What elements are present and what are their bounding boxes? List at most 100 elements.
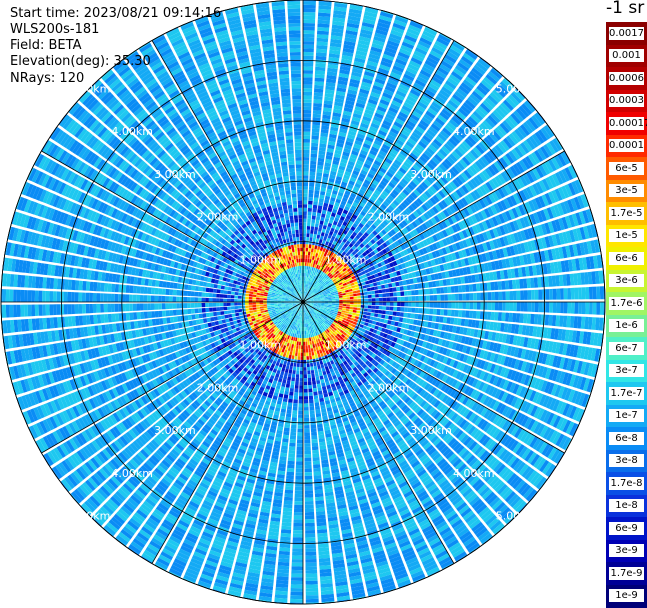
range-gate-cell (303, 211, 307, 215)
range-gate-cell (597, 222, 604, 236)
range-gate-cell (365, 299, 369, 302)
range-gate-cell (596, 286, 600, 299)
range-gate-cell (571, 302, 575, 314)
range-gate-cell (311, 146, 318, 150)
range-gate-cell (535, 290, 539, 300)
range-gate-cell (311, 139, 318, 143)
range-gate-cell (343, 298, 347, 300)
range-gate-cell (321, 364, 325, 368)
range-gate-cell (313, 457, 320, 461)
range-gate-cell (303, 215, 307, 219)
range-gate-cell (310, 417, 315, 421)
range-gate-cell (390, 293, 394, 297)
range-gate-cell (339, 298, 343, 300)
range-gate-cell (303, 233, 306, 237)
range-gate-cell (335, 307, 339, 309)
range-gate-cell (313, 208, 317, 212)
range-gate-cell (309, 396, 313, 400)
range-gate-cell (462, 285, 466, 292)
range-gate-cell (352, 313, 356, 316)
range-gate-cell (308, 248, 311, 252)
range-gate-cell (498, 292, 502, 301)
range-gate-cell (312, 216, 316, 220)
range-gate-cell (311, 425, 317, 429)
range-gate-cell (309, 175, 315, 179)
range-gate-cell (415, 290, 419, 295)
range-gate-cell (356, 313, 360, 316)
range-gate-cell (524, 290, 528, 300)
range-gate-cell (309, 259, 311, 263)
range-gate-cell (582, 287, 586, 299)
range-gate-cell (385, 284, 389, 288)
range-gate-cell (357, 305, 361, 308)
range-gate-cell (315, 497, 324, 501)
range-gate-cell (382, 5, 396, 12)
range-gate-cell (342, 308, 346, 310)
range-gate-cell (317, 213, 321, 217)
range-gate-cell (338, 294, 342, 296)
range-gate-cell (316, 376, 320, 380)
range-gate-cell (495, 292, 499, 300)
range-gate-cell (582, 302, 586, 314)
range-gate-cell (314, 486, 322, 490)
range-gate-cell (403, 286, 407, 291)
range-gate-cell (310, 363, 313, 367)
range-gate-cell (455, 302, 459, 309)
range-gate-cell (401, 302, 405, 306)
range-gate-cell (390, 302, 394, 306)
range-gate-cell (506, 291, 510, 300)
range-gate-cell (303, 182, 308, 186)
range-gate-cell (423, 302, 427, 307)
range-gate-cell (312, 377, 316, 381)
range-gate-cell (354, 299, 358, 301)
range-gate-cell (351, 285, 355, 288)
range-gate-cell (303, 143, 310, 147)
range-gate-cell (349, 292, 353, 295)
range-gate-cell (418, 314, 422, 320)
range-gate-cell (356, 311, 360, 314)
range-gate-cell (575, 302, 579, 314)
range-gate-cell (407, 313, 411, 318)
range-gate-cell (351, 0, 365, 4)
range-gate-cell (315, 253, 318, 257)
range-gate-cell (412, 296, 416, 301)
range-gate-cell (509, 313, 513, 322)
range-gate-cell (312, 132, 320, 136)
range-gate-cell (312, 344, 315, 348)
range-gate-cell (304, 273, 306, 277)
range-gate-cell (353, 291, 357, 294)
range-gate-cell (320, 236, 324, 240)
range-gate-cell (370, 316, 374, 320)
range-gate-cell (353, 310, 357, 313)
range-gate-cell (377, 285, 381, 289)
range-gate-cell (379, 302, 383, 305)
range-gate-cell (315, 402, 320, 406)
range-gate-cell (303, 34, 315, 38)
range-gate-cell (314, 198, 319, 202)
range-gate-cell (527, 290, 531, 300)
range-gate-cell (375, 302, 379, 305)
range-gate-cell (325, 304, 329, 305)
range-gate-cell (318, 391, 323, 395)
range-gate-cell (311, 428, 317, 432)
range-gate-cell (309, 186, 314, 190)
range-gate-cell (374, 286, 378, 290)
range-gate-cell (410, 284, 414, 289)
range-gate-cell (316, 380, 320, 384)
range-gate-cell (312, 443, 319, 447)
range-gate-cell (306, 342, 308, 346)
range-gate-cell (523, 314, 527, 324)
range-gate-cell (372, 294, 376, 297)
range-gate-cell (313, 110, 321, 114)
range-gate-cell (437, 302, 441, 308)
range-gate-cell (309, 179, 314, 183)
range-gate-cell (394, 297, 398, 301)
range-gate-cell (451, 294, 455, 301)
range-gate-cell (433, 302, 437, 308)
range-gate-cell (310, 407, 315, 411)
range-gate-cell (371, 291, 375, 295)
range-gate-cell (385, 315, 389, 319)
range-gate-cell (313, 388, 317, 392)
range-gate-cell (311, 150, 318, 154)
range-gate-cell (305, 255, 307, 259)
